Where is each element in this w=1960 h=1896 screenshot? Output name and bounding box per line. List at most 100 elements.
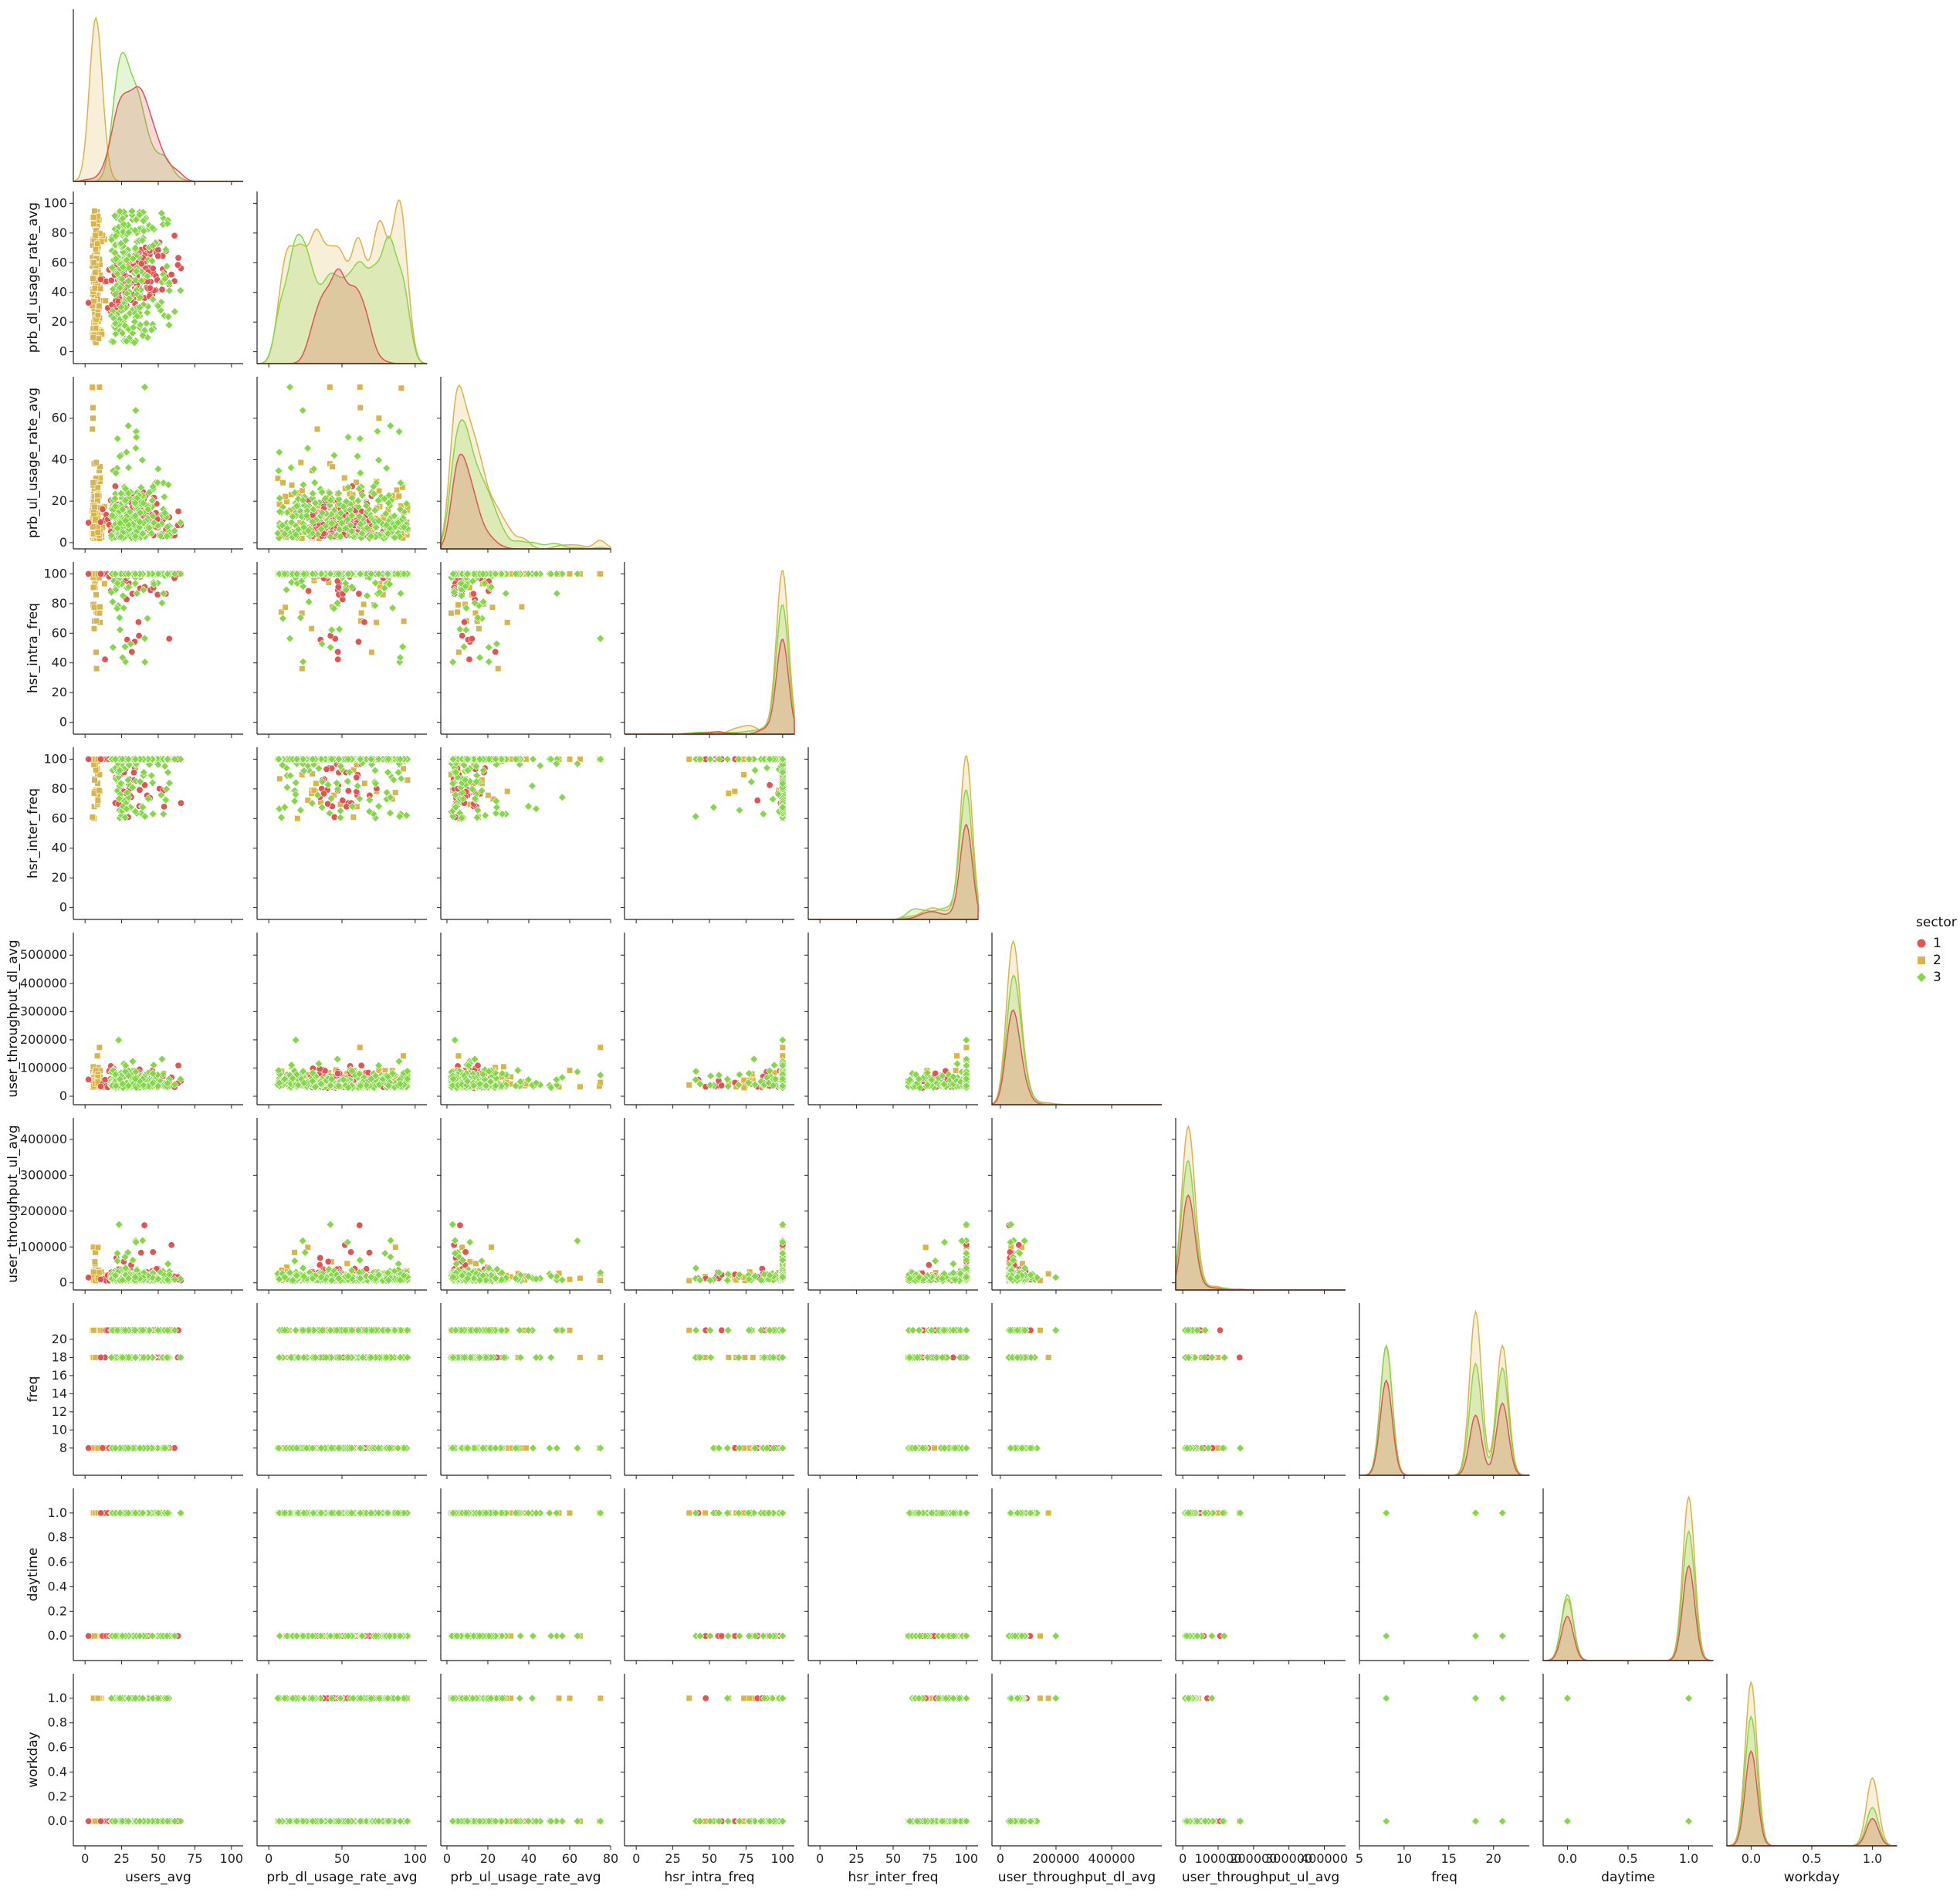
point-sector-3	[303, 444, 312, 452]
point-sector-2	[308, 625, 315, 632]
point-sector-1	[136, 786, 144, 794]
point-sector-3	[296, 613, 305, 622]
point-sector-2	[504, 619, 511, 626]
scatter-points	[85, 207, 185, 347]
point-sector-3	[296, 806, 305, 814]
y-tick-label: 40	[52, 452, 67, 466]
point-sector-3	[107, 263, 117, 273]
point-sector-3	[380, 494, 389, 503]
point-sector-3	[176, 286, 185, 295]
point-sector-3	[278, 760, 287, 770]
point-sector-3	[337, 519, 347, 528]
point-sector-3	[144, 794, 153, 804]
point-sector-3	[121, 313, 130, 322]
point-sector-3	[291, 530, 300, 539]
point-sector-3	[117, 303, 126, 312]
point-sector-3	[111, 330, 120, 338]
point-sector-3	[124, 582, 134, 591]
point-sector-1	[465, 655, 473, 663]
kde-sector-3	[625, 604, 795, 735]
point-sector-3	[462, 604, 471, 612]
point-sector-1	[96, 570, 104, 577]
point-sector-2	[313, 780, 320, 787]
point-sector-2	[297, 459, 304, 466]
kde-sector-1	[440, 453, 611, 550]
point-sector-3	[113, 269, 122, 279]
y-tick-label: 40	[52, 841, 67, 855]
panel-hsr_intra_freq-vs-hsr_intra_freq	[621, 562, 795, 738]
point-sector-3	[473, 613, 482, 622]
point-sector-2	[274, 475, 282, 482]
point-sector-2	[96, 604, 103, 611]
point-sector-3	[596, 634, 605, 643]
point-sector-3	[143, 614, 152, 623]
point-sector-3	[157, 791, 166, 800]
point-sector-2	[96, 463, 103, 470]
point-sector-3	[344, 754, 353, 763]
point-sector-2	[350, 814, 357, 821]
point-sector-3	[124, 422, 133, 430]
point-sector-3	[159, 810, 168, 818]
point-sector-3	[326, 643, 335, 652]
point-sector-3	[356, 569, 365, 578]
point-sector-1	[154, 591, 161, 598]
kde-sector-2	[440, 384, 611, 550]
y-tick-label: 60	[52, 255, 67, 269]
y-tick-label: 100	[43, 751, 67, 766]
point-sector-3	[113, 604, 122, 613]
point-sector-3	[139, 768, 148, 777]
point-sector-3	[355, 512, 364, 521]
point-sector-3	[132, 589, 141, 598]
point-sector-3	[374, 754, 383, 763]
point-sector-3	[164, 286, 174, 295]
point-sector-3	[115, 452, 124, 461]
point-sector-2	[455, 601, 462, 608]
point-sector-3	[347, 493, 357, 503]
point-sector-3	[161, 274, 170, 283]
point-sector-3	[135, 210, 144, 219]
y-axis-label: prb_dl_usage_rate_avg	[25, 202, 41, 353]
point-sector-3	[347, 511, 357, 520]
point-sector-2	[94, 484, 101, 491]
point-sector-3	[347, 582, 357, 591]
point-sector-3	[124, 294, 134, 303]
point-sector-3	[557, 569, 567, 578]
point-sector-3	[124, 489, 133, 498]
point-sector-2	[91, 777, 98, 784]
point-sector-1	[85, 519, 93, 526]
point-sector-3	[365, 807, 374, 816]
point-sector-2	[357, 609, 365, 617]
y-tick-label: 0	[59, 900, 67, 915]
point-sector-3	[547, 569, 556, 578]
point-sector-3	[389, 775, 398, 784]
point-sector-2	[95, 335, 102, 342]
point-sector-2	[94, 797, 102, 804]
point-sector-3	[147, 771, 156, 780]
point-sector-3	[497, 569, 506, 578]
point-sector-2	[299, 487, 306, 494]
point-sector-1	[124, 636, 131, 644]
point-sector-2	[282, 493, 289, 500]
point-sector-1	[492, 648, 499, 655]
point-sector-3	[524, 569, 533, 578]
point-sector-3	[299, 496, 307, 505]
point-sector-3	[118, 591, 127, 601]
point-sector-3	[480, 579, 489, 588]
point-sector-3	[148, 482, 157, 491]
point-sector-2	[93, 618, 100, 625]
point-sector-1	[327, 631, 334, 639]
point-sector-3	[354, 496, 363, 506]
point-sector-3	[135, 303, 144, 312]
point-sector-1	[355, 638, 363, 645]
point-sector-3	[143, 272, 152, 281]
point-sector-3	[491, 569, 500, 578]
point-sector-3	[287, 577, 296, 587]
point-sector-3	[117, 779, 126, 788]
point-sector-2	[92, 245, 99, 252]
point-sector-3	[137, 276, 146, 286]
point-sector-3	[111, 232, 120, 241]
point-sector-2	[304, 797, 311, 804]
point-sector-3	[300, 569, 309, 578]
y-tick-label: 60	[52, 811, 67, 825]
